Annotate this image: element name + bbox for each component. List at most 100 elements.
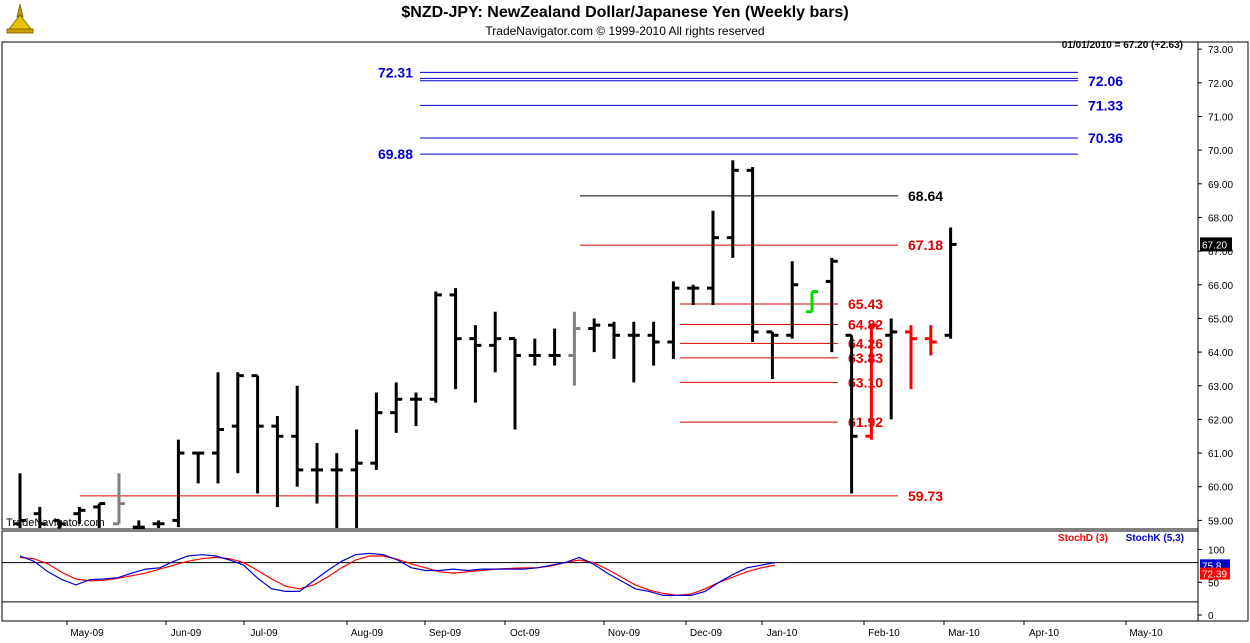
- price-axis-tick-label: 70.00: [1208, 146, 1233, 157]
- price-axis-tick-label: 66.00: [1208, 281, 1233, 292]
- price-axis-tick-label: 63.00: [1208, 382, 1233, 393]
- level-label-67-18: 67.18: [908, 237, 943, 253]
- level-label-72-06: 72.06: [1088, 73, 1123, 89]
- price-axis-tick-label: 72.00: [1208, 79, 1233, 90]
- ohlc-bar: [429, 291, 442, 403]
- ohlc-bar: [449, 288, 462, 390]
- ohlc-bar: [330, 453, 343, 528]
- ohlc-bar: [350, 429, 363, 528]
- oscillator-axis-tick-label: 50: [1208, 578, 1220, 589]
- ohlc-bar: [845, 333, 858, 494]
- price-axis-tick-label: 71.00: [1208, 112, 1233, 123]
- date-axis-label: Sep-09: [429, 628, 462, 639]
- ohlc-bar: [568, 311, 581, 386]
- legend-stoch-d: StochD (3): [1058, 533, 1108, 544]
- ohlc-bar: [944, 227, 957, 339]
- price-axis-tick-label: 69.00: [1208, 180, 1233, 191]
- oscillator-axis-tick-label: 0: [1208, 611, 1214, 622]
- ohlc-bar: [627, 321, 640, 383]
- ohlc-bar: [390, 382, 403, 433]
- ohlc-bar: [469, 325, 482, 403]
- date-axis-label: Dec-09: [690, 628, 723, 639]
- ohlc-bar: [410, 392, 422, 427]
- ohlc-bar: [528, 338, 541, 366]
- date-axis-label: Mar-10: [948, 628, 980, 639]
- price-axis-tick-label: 73.00: [1208, 45, 1233, 56]
- date-axis-label: May-10: [1129, 628, 1163, 639]
- ohlc-bar: [924, 325, 937, 356]
- ohlc-bar: [53, 518, 66, 528]
- ohlc-bar: [14, 473, 26, 528]
- level-label-72-31: 72.31: [378, 64, 413, 80]
- ohlc-bar: [588, 318, 601, 353]
- ohlc-bar: [885, 318, 898, 420]
- price-axis-tick-label: 60.00: [1208, 483, 1233, 494]
- oscillator-panel-frame: [1, 530, 1199, 622]
- level-label-63-83: 63.83: [848, 350, 883, 366]
- oscillator-axis-tick-label: 100: [1208, 546, 1225, 557]
- stoch-d-value: 72.39: [1202, 570, 1227, 581]
- price-axis-tick-label: 64.00: [1208, 348, 1233, 359]
- stoch-k-value: 75.8: [1202, 561, 1222, 572]
- ohlc-bar: [687, 284, 700, 305]
- price-axis-tick-label: 68.00: [1208, 213, 1233, 224]
- date-price-readout: 01/01/2010 = 67.20 (+2.63): [1062, 40, 1183, 51]
- date-axis-label: Feb-10: [868, 628, 900, 639]
- stoch-k-line: [19, 552, 776, 597]
- ohlc-bar: [311, 442, 323, 504]
- level-label-64-26: 64.26: [848, 335, 883, 351]
- ohlc-bar: [370, 392, 383, 470]
- stoch-d-line: [19, 555, 776, 597]
- ohlc-bar: [192, 451, 205, 484]
- ohlc-bar: [489, 311, 502, 373]
- ohlc-bar: [271, 416, 284, 507]
- compass-logo-icon: [6, 3, 34, 34]
- price-axis-tick-label: 61.00: [1208, 449, 1233, 460]
- ohlc-bar: [231, 372, 244, 474]
- ohlc-bar: [33, 506, 46, 528]
- price-axis-tick-label: 67.00: [1208, 247, 1233, 258]
- ohlc-bar: [746, 166, 759, 343]
- ohlc-bar: [548, 328, 561, 366]
- ohlc-bar: [726, 160, 739, 258]
- price-axis-tick-label: 59.00: [1208, 516, 1233, 527]
- level-label-61-92: 61.92: [848, 414, 883, 430]
- ohlc-bar: [93, 502, 106, 528]
- price-axis-tick-label: 62.00: [1208, 415, 1233, 426]
- ohlc-bar: [212, 372, 224, 484]
- ohlc-bar: [905, 325, 917, 390]
- level-label-71-33: 71.33: [1088, 97, 1123, 113]
- date-axis-label: Nov-09: [608, 628, 641, 639]
- legend-stoch-k: StochK (5,3): [1126, 533, 1184, 544]
- level-label-63-10: 63.10: [848, 374, 883, 390]
- ohlc-bar: [73, 506, 86, 524]
- date-axis-label: Jul-09: [250, 628, 278, 639]
- ohlc-bar: [647, 321, 660, 366]
- last-price-tag: 67.20: [1202, 240, 1227, 251]
- chart-subtitle: TradeNavigator.com © 1999-2010 All right…: [485, 24, 765, 38]
- ohlc-bar: [509, 337, 521, 430]
- price-axis-frame: [1197, 41, 1249, 622]
- level-label-69-88: 69.88: [378, 146, 413, 162]
- ohlc-bar: [291, 385, 304, 487]
- date-axis-label: May-09: [70, 628, 104, 639]
- ohlc-bar: [707, 210, 719, 305]
- ohlc-bar: [113, 473, 125, 526]
- price-axis-tick-label: 65.00: [1208, 314, 1233, 325]
- date-axis-label: Oct-09: [510, 628, 540, 639]
- chart-header: $NZD-JPY: NewZealand Dollar/Japanese Yen…: [0, 0, 1250, 42]
- date-axis-label: Jan-10: [767, 628, 798, 639]
- level-label-59-73: 59.73: [908, 488, 943, 504]
- level-label-64-82: 64.82: [848, 317, 883, 333]
- ohlc-bar: [786, 261, 799, 339]
- ohlc-bar: [865, 323, 878, 440]
- level-label-70-36: 70.36: [1088, 130, 1123, 146]
- ohlc-bar: [251, 374, 264, 494]
- ohlc-bar: [172, 439, 185, 528]
- price-panel-frame: [1, 41, 1199, 530]
- ohlc-bar: [132, 520, 145, 529]
- level-label-68-64: 68.64: [908, 188, 943, 204]
- date-axis-label: Aug-09: [351, 628, 384, 639]
